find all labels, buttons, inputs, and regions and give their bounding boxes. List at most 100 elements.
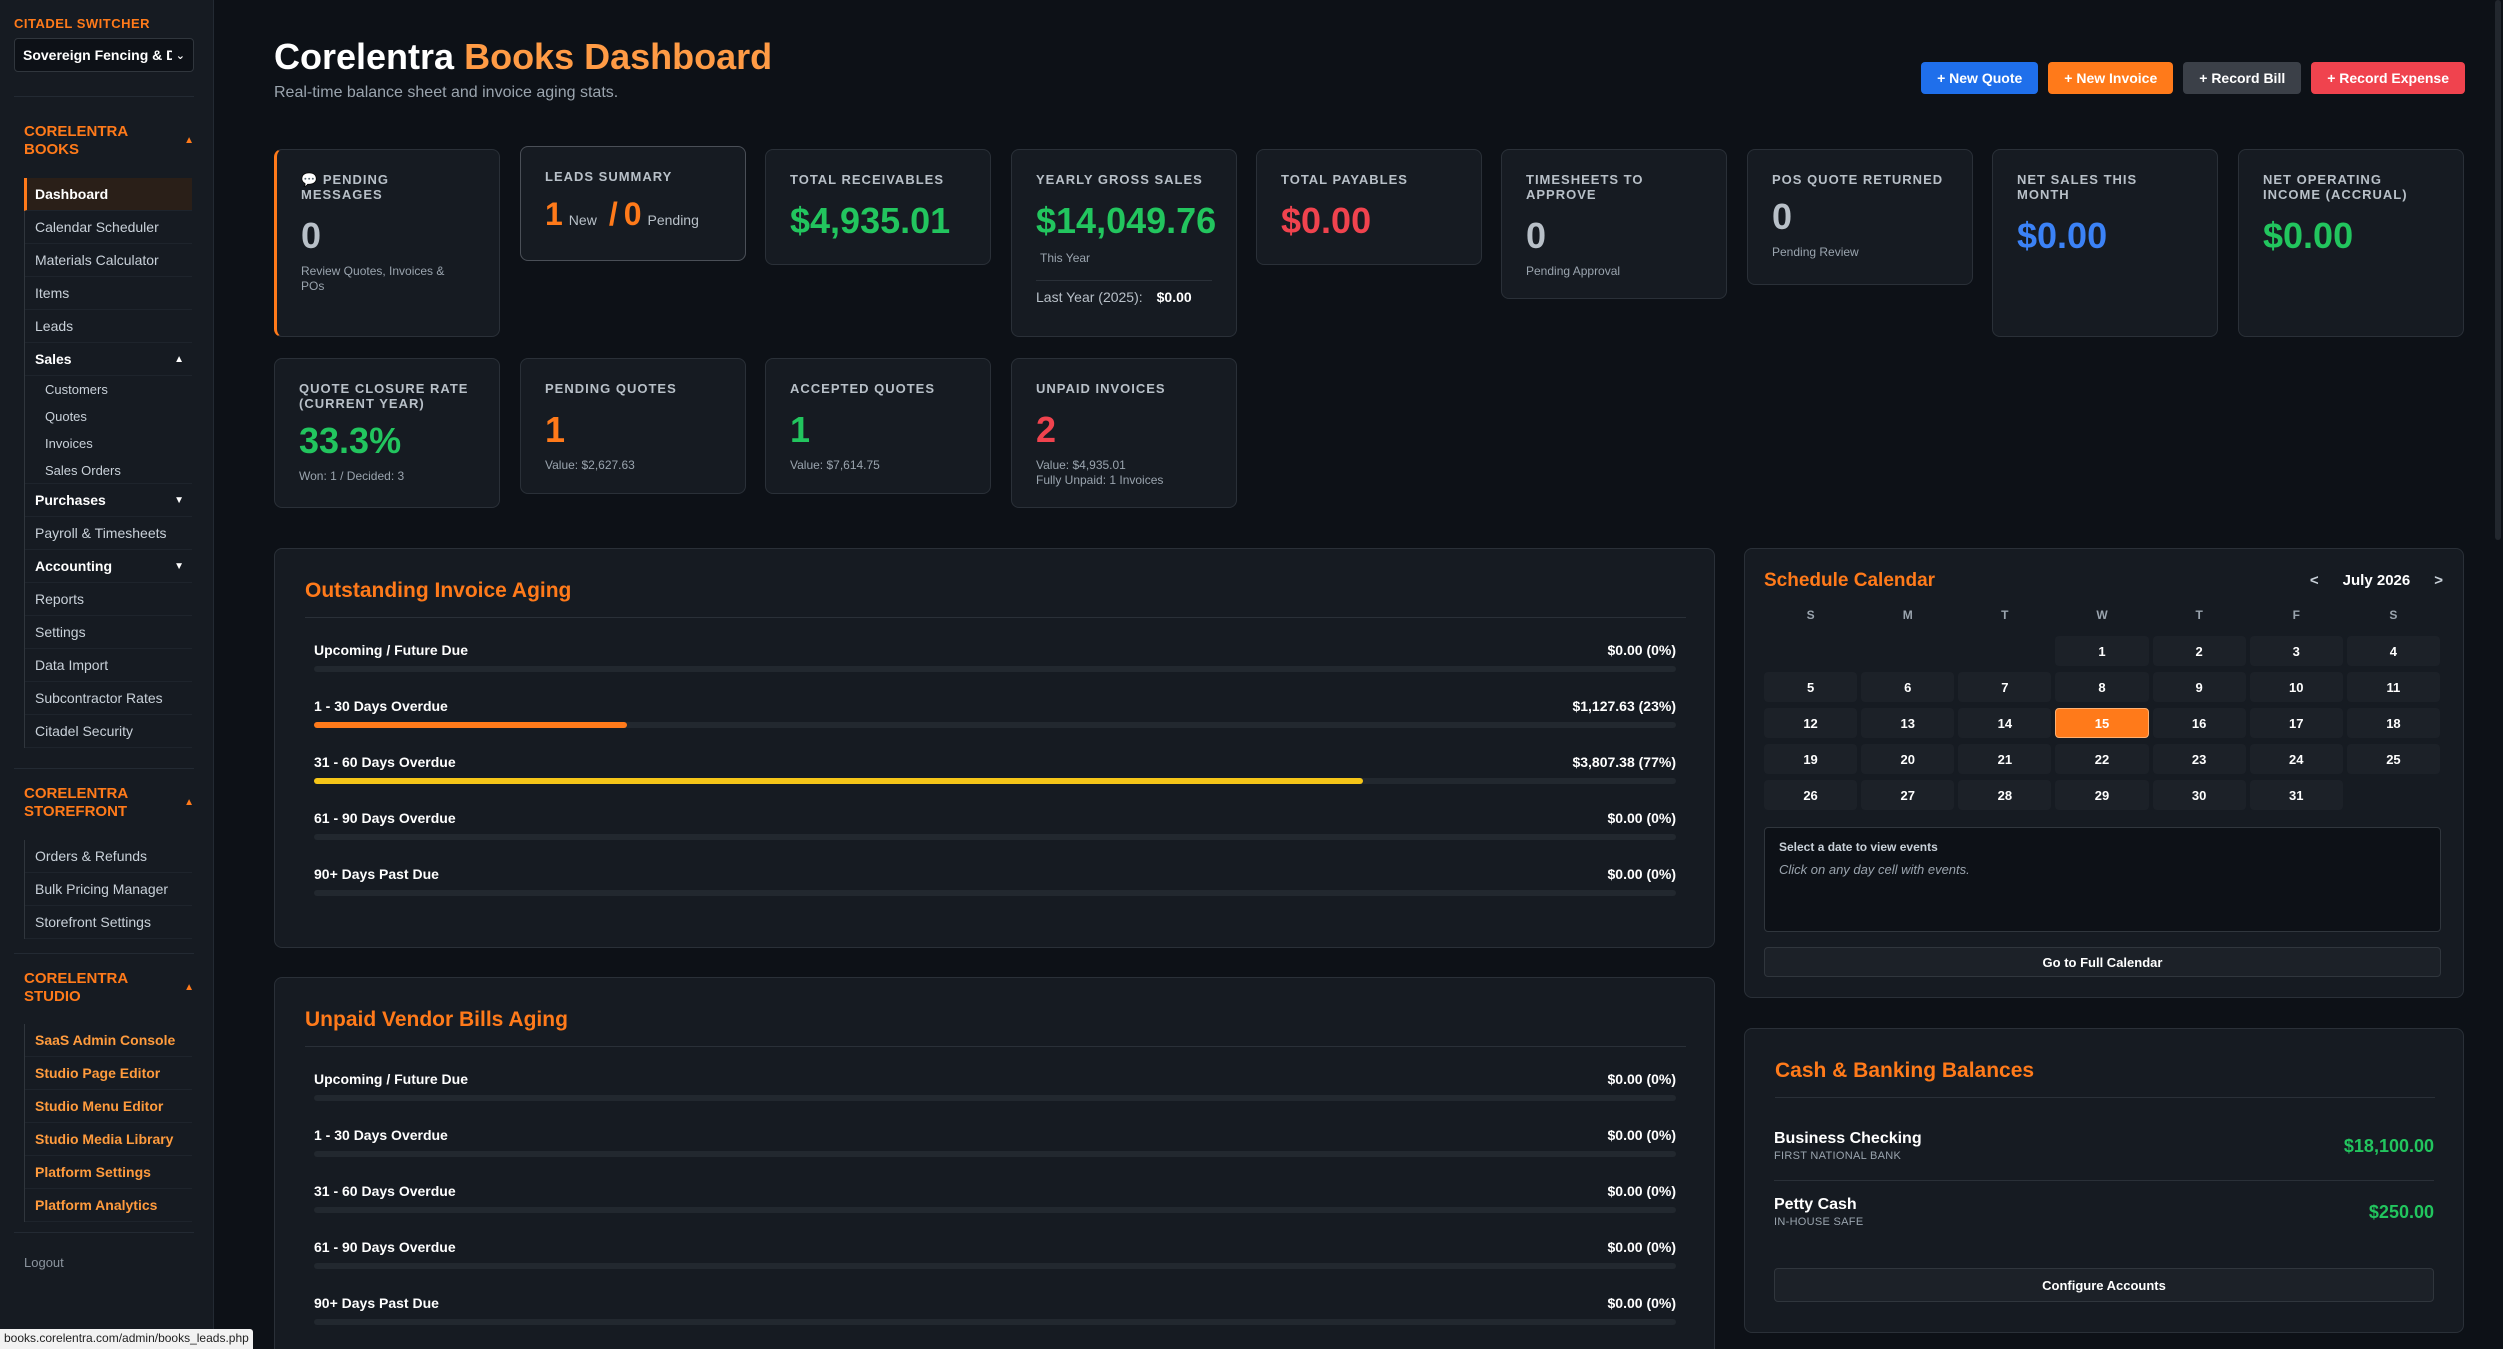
calendar-day[interactable]: 6 (1861, 672, 1955, 702)
sidebar-item-platform-settings[interactable]: Platform Settings (25, 1156, 192, 1189)
sidebar-item-dashboard[interactable]: Dashboard (24, 178, 192, 211)
leads-summary-card[interactable]: Leads Summary 1 New / 0 Pending (520, 146, 746, 261)
pos-quote-card[interactable]: POS Quote Returned 0 Pending Review (1747, 149, 1973, 285)
sidebar-item-label: Materials Calculator (35, 252, 159, 268)
calendar-day[interactable]: 11 (2346, 672, 2440, 702)
bank-account-row[interactable]: Business Checking FIRST NATIONAL BANK $1… (1774, 1130, 2434, 1162)
sidebar-item-platform-analytics[interactable]: Platform Analytics (25, 1189, 192, 1222)
calendar-day[interactable]: 30 (2152, 780, 2246, 810)
calendar-day[interactable]: 13 (1861, 708, 1955, 738)
pending-quotes-card[interactable]: Pending Quotes 1 Value: $2,627.63 (520, 358, 746, 494)
calendar-day[interactable]: 5 (1764, 672, 1858, 702)
sidebar-item-quotes[interactable]: Quotes (25, 403, 192, 430)
sidebar-item-accounting[interactable]: Accounting ▼ (25, 550, 192, 583)
sidebar-item-sales-orders[interactable]: Sales Orders (25, 457, 192, 484)
calendar-next-button[interactable]: > (2434, 572, 2443, 589)
tenant-select[interactable]: Sovereign Fencing & D ⌄ (14, 38, 194, 72)
sidebar-item-orders[interactable]: Orders & Refunds (25, 840, 192, 873)
sidebar-item-saas-admin[interactable]: SaaS Admin Console (25, 1024, 192, 1057)
section-storefront-toggle[interactable]: CORELENTRA STOREFRONT ▲ (24, 785, 194, 821)
calendar-day[interactable]: 22 (2055, 744, 2149, 774)
calendar-day[interactable]: 10 (2249, 672, 2343, 702)
quote-closure-card[interactable]: Quote Closure Rate (Current Year) 33.3% … (274, 358, 500, 508)
sidebar-item-leads[interactable]: Leads (25, 310, 192, 343)
calendar-day[interactable]: 20 (1861, 744, 1955, 774)
total-payables-card[interactable]: Total Payables $0.00 (1256, 149, 1482, 265)
aging-progress-fill (314, 722, 628, 728)
calendar-prev-button[interactable]: < (2309, 572, 2319, 589)
bank-balance: $250.00 (2368, 1201, 2434, 1222)
calendar-day[interactable]: 27 (1861, 780, 1955, 810)
calendar-day[interactable]: 8 (2055, 672, 2149, 702)
sidebar-item-security[interactable]: Citadel Security (25, 715, 192, 748)
calendar-day[interactable]: 2 (2152, 636, 2246, 666)
sidebar-item-menu-editor[interactable]: Studio Menu Editor (25, 1090, 192, 1123)
sidebar-item-reports[interactable]: Reports (25, 583, 192, 616)
calendar-day[interactable]: 7 (1958, 672, 2052, 702)
sidebar-item-sales[interactable]: Sales ▲ (25, 343, 192, 376)
calendar-day[interactable]: 21 (1958, 744, 2052, 774)
sidebar-item-payroll[interactable]: Payroll & Timesheets (25, 517, 192, 550)
calendar-day[interactable]: 12 (1764, 708, 1858, 738)
sidebar-item-calendar[interactable]: Calendar Scheduler (25, 211, 192, 244)
sidebar-item-data-import[interactable]: Data Import (25, 649, 192, 682)
panel-title: Unpaid Vendor Bills Aging (305, 1008, 568, 1031)
sidebar-item-invoices[interactable]: Invoices (25, 430, 192, 457)
section-books-toggle[interactable]: CORELENTRA BOOKS ▲ (24, 123, 194, 159)
sidebar-item-label: Payroll & Timesheets (35, 525, 167, 541)
sidebar-item-label: Platform Settings (35, 1164, 151, 1180)
stat-label: Accepted Quotes (790, 381, 936, 396)
pending-messages-card[interactable]: 💬 Pending Messages 0 Review Quotes, Invo… (274, 149, 500, 337)
calendar-day[interactable]: 9 (2152, 672, 2246, 702)
scrollbar-thumb[interactable] (2495, 0, 2501, 540)
calendar-day[interactable]: 23 (2152, 744, 2246, 774)
configure-accounts-button[interactable]: Configure Accounts (1774, 1268, 2434, 1302)
sidebar-item-purchases[interactable]: Purchases ▼ (25, 484, 192, 517)
net-operating-income-card[interactable]: Net Operating Income (Accrual) $0.00 (2238, 149, 2464, 337)
calendar-day-today[interactable]: 15 (2055, 708, 2149, 738)
calendar-day[interactable]: 24 (2249, 744, 2343, 774)
calendar-day[interactable]: 28 (1958, 780, 2052, 810)
accepted-quotes-card[interactable]: Accepted Quotes 1 Value: $7,614.75 (765, 358, 991, 494)
sidebar-item-bulk-pricing[interactable]: Bulk Pricing Manager (25, 873, 192, 906)
record-bill-button[interactable]: + Record Bill (2183, 62, 2302, 94)
bank-account-row[interactable]: Petty Cash IN-HOUSE SAFE $250.00 (1774, 1196, 2434, 1228)
sidebar-item-subcontractor[interactable]: Subcontractor Rates (25, 682, 192, 715)
calendar-day[interactable]: 26 (1764, 780, 1858, 810)
calendar-day[interactable]: 16 (2152, 708, 2246, 738)
total-receivables-card[interactable]: Total Receivables $4,935.01 (765, 149, 991, 265)
sidebar-item-items[interactable]: Items (25, 277, 192, 310)
calendar-day[interactable]: 25 (2346, 744, 2440, 774)
section-studio-toggle[interactable]: CORELENTRA STUDIO ▲ (24, 970, 194, 1006)
calendar-day[interactable]: 19 (1764, 744, 1858, 774)
last-year-label: Last Year (2025): (1036, 289, 1143, 305)
page-scrollbar[interactable] (2491, 0, 2503, 1349)
sidebar-item-media-library[interactable]: Studio Media Library (25, 1123, 192, 1156)
full-calendar-button[interactable]: Go to Full Calendar (1764, 947, 2441, 977)
net-sales-card[interactable]: Net Sales This Month $0.00 (1992, 149, 2218, 337)
calendar-day[interactable]: 3 (2249, 636, 2343, 666)
new-invoice-button[interactable]: + New Invoice (2048, 62, 2174, 94)
calendar-day[interactable]: 14 (1958, 708, 2052, 738)
stat-value: 1 (545, 409, 566, 450)
sidebar-item-customers[interactable]: Customers (25, 376, 192, 403)
calendar-day[interactable]: 29 (2055, 780, 2149, 810)
record-expense-button[interactable]: + Record Expense (2311, 62, 2465, 94)
calendar-day[interactable]: 18 (2346, 708, 2440, 738)
calendar-day[interactable]: 31 (2249, 780, 2343, 810)
sidebar-item-page-editor[interactable]: Studio Page Editor (25, 1057, 192, 1090)
calendar-day[interactable]: 1 (2055, 636, 2149, 666)
logout-link[interactable]: Logout (24, 1255, 64, 1270)
calendar-day[interactable]: 17 (2249, 708, 2343, 738)
sidebar-item-settings[interactable]: Settings (25, 616, 192, 649)
unpaid-invoices-card[interactable]: Unpaid Invoices 2 Value: $4,935.01 Fully… (1011, 358, 1237, 508)
sidebar-item-materials[interactable]: Materials Calculator (25, 244, 192, 277)
sidebar-item-storefront-settings[interactable]: Storefront Settings (25, 906, 192, 939)
stat-note: Review Quotes, Invoices & POs (301, 264, 445, 293)
new-quote-button[interactable]: + New Quote (1921, 62, 2039, 94)
calendar-day[interactable]: 4 (2346, 636, 2440, 666)
timesheets-card[interactable]: Timesheets to Approve 0 Pending Approval (1501, 149, 1727, 299)
sidebar-item-label: Studio Menu Editor (35, 1098, 164, 1114)
aging-row-head: Upcoming / Future Due $0.00 (0%) (314, 642, 1676, 658)
yearly-gross-sales-card[interactable]: Yearly Gross Sales $14,049.76 This Year … (1011, 149, 1237, 337)
